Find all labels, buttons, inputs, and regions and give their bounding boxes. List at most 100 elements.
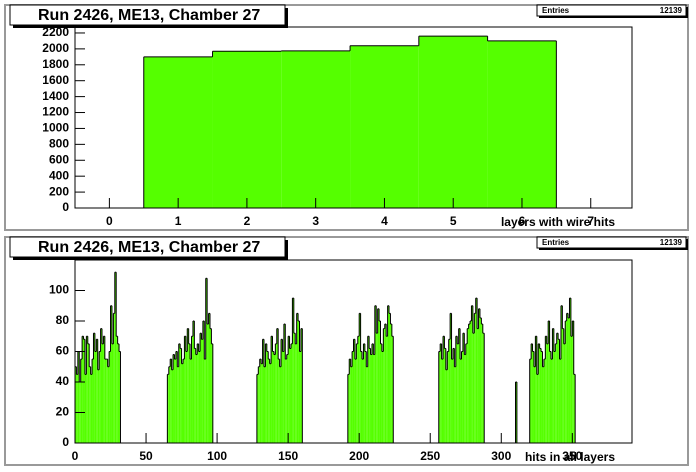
bar — [204, 359, 206, 443]
bar — [194, 348, 196, 443]
x-axis-label: hits in all layers — [525, 450, 615, 464]
bar — [451, 359, 453, 443]
bar — [573, 374, 576, 443]
bar — [551, 359, 553, 443]
bar — [560, 305, 563, 443]
bar — [462, 333, 465, 443]
bar — [187, 328, 189, 443]
bar — [109, 351, 111, 443]
bar — [258, 366, 260, 443]
bar — [443, 336, 445, 443]
bar — [173, 354, 175, 443]
bar — [360, 351, 363, 443]
bar — [535, 336, 537, 443]
bar — [359, 313, 361, 443]
bar — [89, 366, 91, 443]
bar — [75, 366, 77, 443]
bar — [275, 343, 277, 443]
bar — [386, 336, 388, 443]
y-tick-label: 0 — [62, 435, 69, 449]
bar — [177, 366, 179, 443]
bar — [171, 369, 174, 443]
bar — [475, 298, 478, 443]
bar — [111, 343, 114, 443]
bar — [268, 359, 270, 443]
bar — [444, 348, 446, 443]
bar — [387, 305, 390, 443]
bar — [182, 359, 185, 443]
bar — [279, 366, 282, 443]
bar — [174, 359, 176, 443]
bar — [143, 56, 213, 209]
bar — [100, 328, 102, 443]
bar — [563, 343, 566, 443]
bar — [276, 328, 279, 443]
bar — [542, 366, 544, 443]
bar — [546, 343, 549, 443]
bar — [383, 328, 385, 443]
bar — [180, 348, 182, 443]
x-tick-label: 250 — [420, 449, 440, 463]
stats-label: Entries — [542, 238, 570, 247]
bar — [373, 354, 375, 443]
bar — [83, 339, 85, 443]
bar — [168, 366, 171, 443]
x-tick-label: 150 — [278, 449, 298, 463]
bar — [471, 305, 473, 443]
y-tick-label: 1600 — [42, 73, 69, 87]
y-tick-label: 800 — [49, 137, 69, 151]
bar — [271, 336, 273, 443]
bar — [350, 45, 419, 209]
bar — [458, 328, 461, 443]
bar — [357, 336, 360, 443]
bar — [556, 333, 559, 443]
bar — [262, 339, 264, 443]
bar — [101, 343, 104, 443]
stats-box — [536, 236, 687, 249]
bar — [380, 343, 382, 443]
bar — [538, 343, 540, 443]
y-tick-label: 600 — [49, 152, 69, 166]
bar — [263, 366, 266, 443]
bar — [195, 354, 198, 443]
bar — [354, 359, 357, 443]
bar — [114, 272, 117, 443]
x-tick-label: 200 — [349, 449, 369, 463]
bar — [181, 363, 183, 443]
bar — [289, 348, 291, 443]
bar — [191, 336, 193, 443]
bar — [477, 328, 479, 443]
bar — [273, 354, 276, 443]
bar — [170, 359, 172, 443]
bar — [292, 298, 294, 443]
bar — [295, 343, 297, 443]
x-tick-label: 100 — [207, 449, 227, 463]
bar — [562, 328, 564, 443]
title: Run 2426, ME13, Chamber 27 — [38, 7, 260, 24]
bar — [548, 321, 550, 443]
bar — [197, 343, 199, 443]
bar — [352, 351, 354, 443]
y-tick-label: 2200 — [42, 25, 69, 39]
bar — [455, 336, 458, 443]
bar — [369, 348, 371, 443]
bar — [467, 328, 469, 443]
bar — [362, 359, 364, 443]
x-tick-label: 0 — [106, 214, 113, 228]
bar — [418, 36, 488, 209]
bar — [190, 359, 192, 443]
stats-value: 12139 — [660, 238, 683, 247]
stats-box — [536, 4, 687, 17]
bar — [211, 343, 213, 443]
x-tick-label: 350 — [562, 449, 582, 463]
bar — [545, 336, 547, 443]
bar — [119, 351, 121, 443]
bar — [539, 348, 542, 443]
x-tick-label: 4 — [381, 214, 388, 228]
bar — [87, 343, 90, 443]
bar — [113, 313, 115, 443]
y-tick-label: 1000 — [42, 121, 69, 135]
bar — [269, 363, 272, 443]
bar — [384, 324, 387, 443]
